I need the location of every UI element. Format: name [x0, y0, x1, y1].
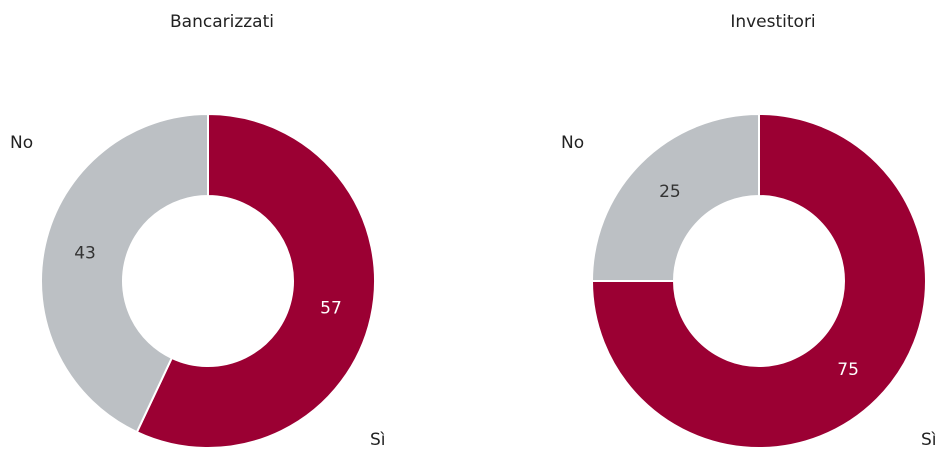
value-label: 75 [837, 360, 859, 380]
donut-slice [40, 112, 209, 434]
category-label: No [10, 133, 33, 153]
category-label: Sì [370, 430, 386, 450]
value-label: 43 [74, 244, 96, 264]
donut-slice [590, 112, 927, 449]
chart-title: Bancarizzati [170, 12, 274, 32]
chart-title: Investitori [730, 12, 815, 32]
donut-slice [135, 112, 376, 449]
donut-slice [590, 112, 760, 282]
category-label: Sì [921, 430, 937, 450]
value-label: 25 [659, 182, 681, 202]
category-label: No [561, 133, 584, 153]
value-label: 57 [320, 298, 342, 318]
